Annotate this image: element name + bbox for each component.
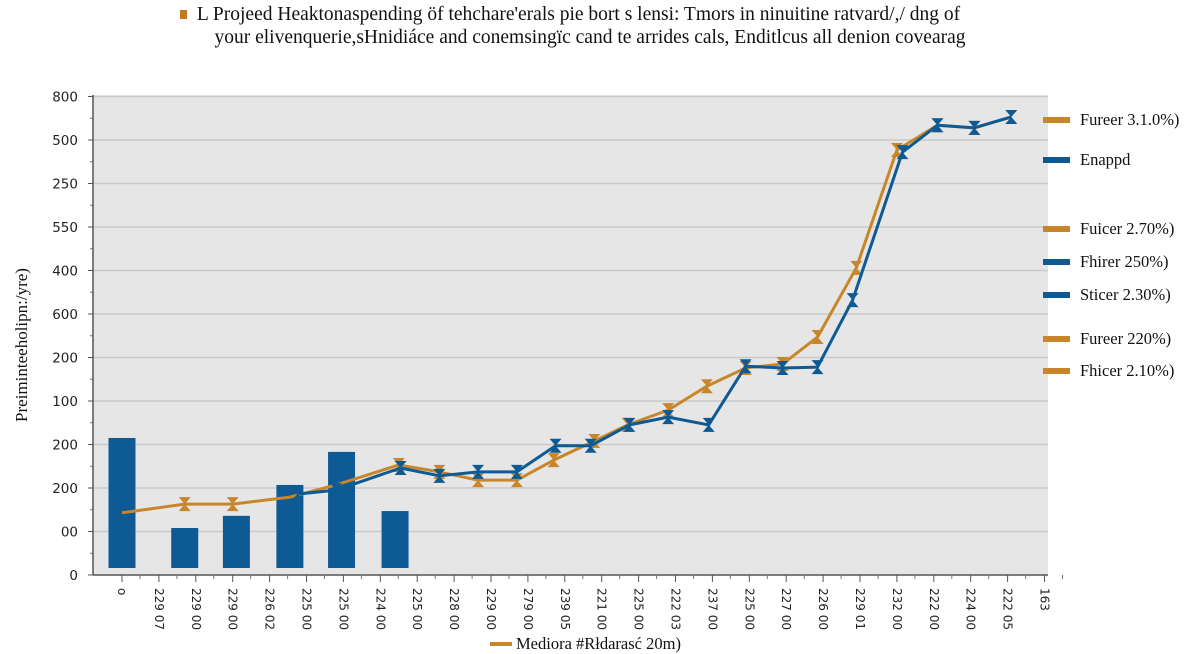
x-tick-label: 225 00	[632, 588, 646, 630]
chart-title-line-1: L Projeed Heaktonaspending öf tehchare'e…	[0, 4, 1170, 26]
y-tick-label: 400	[52, 264, 78, 280]
x-tick-label: 229 01	[853, 588, 867, 630]
bar	[222, 515, 250, 568]
data-point-marker	[433, 468, 446, 483]
x-tick-label: 224 00	[373, 588, 387, 630]
y-tick-label: 0	[69, 568, 78, 584]
x-tick-label: 225 00	[410, 588, 424, 630]
data-point-marker	[850, 260, 863, 275]
x-tick-label: 226 00	[816, 588, 830, 630]
bottom-legend-swatch	[490, 642, 512, 646]
bar	[108, 437, 136, 568]
bottom-legend-label: Mediora #Rłdarasć 20m)	[516, 634, 681, 653]
data-point-marker	[739, 359, 752, 374]
data-point-marker	[330, 483, 343, 498]
data-point-marker	[623, 417, 636, 432]
x-tick-label: 222 03	[669, 588, 683, 630]
x-tick-label: 229 00	[189, 588, 203, 630]
data-point-marker	[547, 453, 560, 468]
x-tick-label: o	[115, 588, 129, 595]
data-point-marker	[846, 293, 859, 308]
data-point-marker	[968, 120, 981, 135]
legend-swatch	[1043, 292, 1070, 298]
data-point-marker	[178, 497, 191, 512]
legend-item: Sticer 2.30%)	[1043, 285, 1171, 304]
data-point-marker	[776, 360, 789, 375]
bottom-legend: Mediora #Rłdarasć 20m)	[490, 634, 681, 653]
data-point-marker	[931, 118, 944, 133]
y-tick-label: 200	[52, 438, 78, 454]
y-tick-label: 250	[52, 177, 78, 193]
x-tick-label: 221 00	[595, 588, 609, 630]
y-tick-label: 200	[52, 351, 78, 367]
y-tick-label: 500	[52, 133, 78, 149]
data-point-marker	[472, 464, 485, 479]
bar	[381, 511, 409, 568]
data-point-marker	[510, 464, 523, 479]
bar	[171, 528, 199, 568]
data-point-marker	[1005, 109, 1018, 124]
x-tick-label: 229 00	[484, 588, 498, 630]
x-tick-label: 225 00	[300, 588, 314, 630]
legend-item: Fhicer 2.10%)	[1043, 361, 1174, 380]
legend-label: Fhicer 2.10%)	[1080, 361, 1174, 380]
x-tick-label: 229 07	[152, 588, 166, 630]
title-bullet-icon	[179, 10, 187, 19]
legend-swatch	[1043, 336, 1070, 342]
y-tick-label: 550	[52, 220, 78, 236]
data-point-marker	[811, 360, 824, 375]
data-point-marker	[702, 417, 715, 432]
legend-swatch	[1043, 117, 1070, 123]
legend-item: Enappd	[1043, 150, 1131, 169]
x-tick-label: 163	[1038, 588, 1052, 611]
data-point-marker	[584, 438, 597, 453]
legend-swatch	[1043, 259, 1070, 265]
x-tick-label: 222 00	[927, 588, 941, 630]
x-tick-label: 225 00	[336, 588, 350, 630]
legend-item: Fhirer 250%)	[1043, 252, 1168, 271]
legend-label: Fhirer 250%)	[1080, 252, 1168, 271]
title-text-1: L Projeed Heaktonaspending öf tehchare'e…	[196, 4, 961, 25]
y-tick-label: 00	[61, 525, 78, 541]
legend-swatch	[1043, 157, 1070, 163]
data-point-marker	[896, 145, 909, 160]
x-tick-label: 222 05	[1001, 588, 1015, 630]
x-tick-label: 279 00	[521, 588, 535, 630]
legend-swatch	[1043, 368, 1070, 374]
data-point-marker	[700, 379, 713, 394]
x-tick-label: 237 00	[705, 588, 719, 630]
y-tick-label: 800	[52, 90, 78, 106]
y-tick-label: 200	[52, 481, 78, 497]
data-point-marker	[549, 438, 562, 453]
data-point-marker	[811, 330, 824, 345]
legend-label: Fuicer 2.70%)	[1080, 219, 1174, 238]
x-tick-label: 228 00	[447, 588, 461, 630]
y-axis-label: Preiminteeholipn:/yre)	[12, 268, 31, 422]
x-tick-label: 239 05	[558, 588, 572, 630]
x-tick-label: 226 02	[263, 588, 277, 630]
bar	[328, 451, 356, 568]
x-tick-label: 229 00	[226, 588, 240, 630]
legend-swatch	[1043, 226, 1070, 232]
x-tick-label: 232 00	[890, 588, 904, 630]
x-tick-label: 225 00	[742, 588, 756, 630]
legend-item: Fureer 3.1.0%)	[1043, 110, 1179, 129]
y-tick-label: 600	[52, 307, 78, 323]
legend-item: Fureer 220%)	[1043, 329, 1171, 348]
chart-title-line-2: your elivenquerie,ѕHnidiáce and conemsin…	[214, 27, 966, 48]
x-tick-label: 227 00	[779, 588, 793, 630]
legend-label: Sticer 2.30%)	[1080, 285, 1171, 304]
legend-label: Enappd	[1080, 150, 1131, 169]
data-point-marker	[291, 487, 304, 502]
legend-label: Fureer 3.1.0%)	[1080, 110, 1179, 129]
legend-item: Fuicer 2.70%)	[1043, 219, 1174, 238]
data-point-marker	[394, 460, 407, 475]
data-point-marker	[226, 497, 239, 512]
legend-label: Fureer 220%)	[1080, 329, 1171, 348]
data-point-marker	[662, 410, 675, 425]
y-tick-label: 100	[52, 394, 78, 410]
x-tick-label: 224 00	[964, 588, 978, 630]
